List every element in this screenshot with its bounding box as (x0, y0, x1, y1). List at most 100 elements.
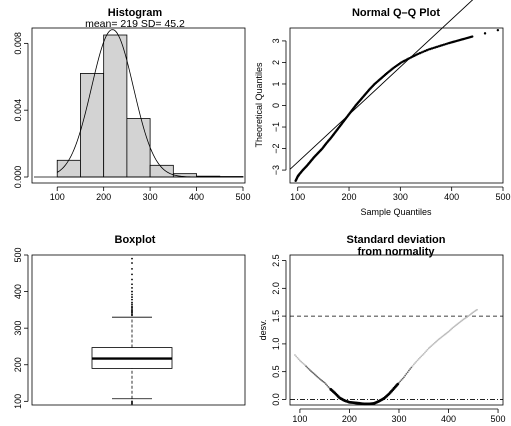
boxplot-outlier (131, 287, 133, 289)
qq-point (471, 35, 474, 38)
deviation-x-tick-label: 500 (491, 414, 506, 424)
deviation-point (448, 329, 451, 332)
qq-y-tick-label: 2 (271, 60, 281, 65)
deviation-y-tick-label: 0.0 (271, 393, 281, 406)
histogram-bars (34, 34, 244, 178)
histogram-bar (126, 118, 151, 178)
deviation-point (310, 370, 312, 373)
boxplot-y-tick-label: 400 (13, 284, 23, 299)
qq-frame (289, 27, 504, 184)
qq-y-tick-label: 0 (271, 103, 281, 108)
qq-y-tick-label: 3 (271, 38, 281, 43)
deviation-x-tick-label: 200 (342, 414, 357, 424)
deviation-point (316, 375, 319, 378)
deviation-point (467, 315, 470, 318)
deviation-point (327, 386, 330, 388)
deviation-point (399, 380, 402, 383)
boxplot-outlier (131, 293, 133, 296)
deviation-point (431, 344, 434, 346)
boxplot-outlier (131, 306, 133, 309)
qq-point (496, 28, 500, 32)
deviation-point (321, 379, 324, 382)
deviation-point (410, 366, 413, 369)
deviation-point (461, 319, 464, 322)
deviation-point (326, 384, 329, 387)
deviation-point (417, 357, 420, 360)
deviation-point (303, 364, 306, 366)
deviation-point (425, 350, 428, 353)
qq-y-tick-label: −1 (271, 122, 281, 132)
deviation-point (403, 376, 405, 379)
deviation-point (476, 308, 478, 311)
deviation-point (420, 355, 423, 358)
histogram-subtitle: mean= 219 SD= 45.2 (85, 18, 185, 30)
deviation-x-tick-label: 300 (391, 414, 406, 424)
boxplot-outlier (131, 262, 133, 264)
deviation-point (442, 334, 445, 337)
deviation-point (414, 362, 416, 364)
qq-reference-line (289, 0, 474, 170)
qq-axes: 100 200 300 400 500 −3 −2 −1 0 1 2 3 (271, 38, 511, 202)
histogram-y-tick-label: 0.008 (13, 32, 23, 55)
histogram-x-tick-label: 100 (50, 192, 65, 202)
deviation-point (406, 371, 409, 374)
boxplot-y-tick-label: 100 (13, 394, 23, 409)
deviation-point (409, 368, 412, 370)
histogram-bar (103, 34, 128, 178)
deviation-point (471, 312, 473, 315)
deviation-point (308, 369, 311, 371)
deviation-point (297, 358, 300, 361)
deviation-point (424, 351, 426, 354)
deviation-ylabel: desv. (258, 320, 268, 341)
histogram-y-tick-label: 0.000 (13, 166, 23, 189)
boxplot-frame (31, 254, 246, 406)
boxplot-title: Boxplot (115, 234, 156, 246)
deviation-point (435, 340, 438, 343)
histogram-x-tick-label: 400 (189, 192, 204, 202)
deviation-point (412, 363, 415, 366)
deviation-point (398, 381, 400, 384)
qq-ylabel: Theoretical Quantiles (254, 62, 264, 148)
deviation-point (296, 356, 299, 359)
boxplot-outlier (131, 257, 133, 260)
qq-reference-line-segment (289, 0, 474, 170)
qq-x-tick-label: 200 (342, 192, 357, 202)
deviation-point (432, 342, 435, 345)
deviation-point (451, 327, 454, 330)
deviation-point (307, 367, 310, 370)
deviation-point (404, 374, 407, 377)
deviation-point (411, 365, 414, 367)
histogram-bar (56, 159, 81, 178)
qq-x-tick-label: 500 (495, 192, 510, 202)
deviation-point (468, 314, 471, 317)
deviation-point (426, 348, 429, 351)
deviation-point (407, 369, 410, 372)
deviation-point (313, 373, 316, 376)
qq-panel: Normal Q–Q Plot Sample Quantiles Theoret… (254, 0, 511, 217)
boxplot-panel: Boxplot 100 200 300 400 500 (13, 234, 246, 409)
deviation-point (455, 324, 457, 327)
deviation-point (440, 336, 442, 339)
boxplot-outlier (131, 268, 133, 270)
deviation-y-tick-label: 2.5 (271, 254, 281, 267)
deviation-point (301, 361, 304, 364)
boxplot-outlier (131, 313, 133, 316)
boxplot-outlier (131, 400, 133, 403)
deviation-point (299, 359, 301, 362)
deviation-y-tick-label: 1.5 (271, 310, 281, 323)
histogram-y-tick-label: 0.004 (13, 99, 23, 122)
deviation-point (325, 383, 327, 386)
deviation-point (459, 320, 462, 323)
boxplot-box (91, 257, 173, 405)
deviation-point (416, 359, 419, 362)
boxplot-y-tick-label: 500 (13, 247, 23, 262)
deviation-point (438, 337, 441, 340)
qq-xlabel: Sample Quantiles (360, 207, 432, 217)
deviation-point (429, 346, 431, 349)
histogram-x-tick-label: 200 (96, 192, 111, 202)
qq-point (483, 32, 487, 35)
deviation-point (456, 323, 459, 326)
deviation-point (401, 377, 404, 380)
deviation-point (436, 339, 439, 342)
histogram-x-tick-label: 300 (143, 192, 158, 202)
